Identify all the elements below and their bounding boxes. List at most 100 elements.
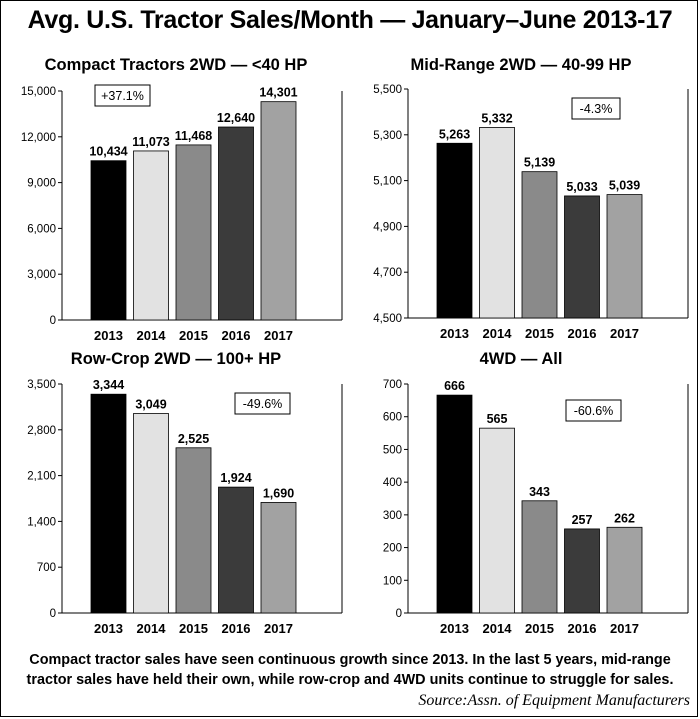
x-tick-label: 2017 — [264, 621, 293, 636]
figure-caption: Compact tractor sales have seen continuo… — [26, 652, 674, 688]
data-label: 5,033 — [566, 180, 597, 194]
y-tick-label: 2,800 — [27, 425, 56, 437]
y-tick-label: 5,300 — [373, 130, 402, 142]
y-tick-label: 0 — [50, 608, 56, 620]
bar — [90, 393, 127, 614]
data-label: 3,049 — [135, 398, 166, 412]
change-annotation-box — [94, 84, 151, 107]
data-label: 5,139 — [524, 156, 555, 170]
data-label: 10,434 — [89, 145, 127, 159]
y-tick-label: 9,000 — [27, 178, 56, 190]
y-tick-label: 5,100 — [373, 176, 402, 188]
data-label: 5,263 — [439, 127, 470, 141]
change-annotation: -49.6% — [243, 397, 283, 411]
change-annotation: +37.1% — [101, 89, 144, 103]
y-tick-label: 4,900 — [373, 221, 402, 233]
bar — [479, 127, 515, 319]
data-label: 2,525 — [178, 432, 209, 446]
bar — [564, 528, 600, 614]
y-tick-label: 600 — [383, 412, 402, 424]
y-tick-label: 400 — [383, 477, 402, 489]
data-label: 1,690 — [263, 486, 294, 500]
x-tick-label: 2013 — [94, 328, 123, 343]
x-tick-label: 2014 — [137, 621, 167, 636]
y-tick-label: 700 — [37, 562, 56, 574]
bar — [175, 447, 212, 614]
y-tick-label: 12,000 — [21, 132, 56, 144]
data-label: 11,468 — [175, 129, 213, 143]
bar — [260, 101, 297, 321]
chart-title: Mid-Range 2WD — 40-99 HP — [411, 56, 632, 74]
y-tick-label: 3,500 — [27, 379, 56, 391]
x-tick-label: 2017 — [264, 328, 293, 343]
x-tick-label: 2015 — [525, 621, 554, 636]
x-tick-label: 2016 — [568, 621, 597, 636]
y-tick-label: 4,700 — [373, 267, 402, 279]
bar — [175, 144, 212, 321]
y-tick-label: 6,000 — [27, 223, 56, 235]
x-tick-label: 2017 — [610, 621, 639, 636]
data-label: 14,301 — [259, 86, 297, 100]
change-annotation-box — [565, 399, 622, 422]
change-annotation-box — [234, 392, 291, 415]
bar — [133, 150, 169, 321]
data-label: 565 — [487, 412, 508, 426]
bar — [606, 194, 643, 319]
x-tick-label: 2015 — [179, 328, 208, 343]
x-tick-label: 2017 — [610, 326, 639, 341]
change-annotation: -4.3% — [580, 102, 613, 116]
data-label: 3,344 — [93, 378, 124, 392]
change-annotation: -60.6% — [574, 404, 614, 418]
y-tick-label: 300 — [383, 510, 402, 522]
y-tick-label: 3,000 — [27, 269, 56, 281]
change-annotation-box — [571, 97, 621, 120]
bar — [436, 142, 473, 319]
bar — [606, 526, 643, 614]
y-tick-label: 0 — [50, 315, 56, 327]
chart-title: Compact Tractors 2WD — <40 HP — [45, 56, 308, 74]
data-label: 262 — [614, 511, 635, 525]
y-tick-label: 5,500 — [373, 84, 402, 96]
chart-title: Row-Crop 2WD — 100+ HP — [71, 350, 281, 368]
data-label: 12,640 — [217, 111, 255, 125]
bar — [260, 502, 297, 614]
x-tick-label: 2013 — [94, 621, 123, 636]
data-label: 5,039 — [609, 179, 640, 193]
data-label: 666 — [444, 379, 465, 393]
bar — [218, 126, 254, 321]
bar — [90, 160, 127, 321]
source-credit: Source:Assn. of Equipment Manufacturers — [418, 692, 690, 709]
x-tick-label: 2013 — [440, 326, 469, 341]
x-tick-label: 2014 — [137, 328, 167, 343]
x-tick-label: 2016 — [222, 621, 251, 636]
y-tick-label: 500 — [383, 444, 402, 456]
bar — [436, 394, 473, 614]
data-label: 343 — [529, 485, 550, 499]
y-tick-label: 4,500 — [373, 313, 402, 325]
chart-title: 4WD — All — [480, 350, 563, 368]
bar — [479, 427, 515, 614]
data-label: 1,924 — [220, 471, 251, 485]
y-tick-label: 15,000 — [21, 86, 56, 98]
x-tick-label: 2016 — [568, 326, 597, 341]
bar — [218, 486, 254, 614]
x-tick-label: 2015 — [525, 326, 554, 341]
y-tick-label: 700 — [383, 379, 402, 391]
y-tick-label: 1,400 — [27, 516, 56, 528]
data-label: 257 — [572, 513, 593, 527]
y-tick-label: 100 — [383, 575, 402, 587]
bar — [521, 500, 558, 614]
y-tick-label: 200 — [383, 543, 402, 555]
x-tick-label: 2014 — [483, 326, 513, 341]
figure-title: Avg. U.S. Tractor Sales/Month — January–… — [27, 6, 673, 34]
x-tick-label: 2014 — [483, 621, 513, 636]
bar — [521, 171, 558, 319]
y-tick-label: 2,100 — [27, 471, 56, 483]
bar — [133, 413, 169, 614]
x-tick-label: 2013 — [440, 621, 469, 636]
y-tick-label: 0 — [396, 608, 402, 620]
x-tick-label: 2016 — [222, 328, 251, 343]
bar — [564, 195, 600, 319]
data-label: 11,073 — [132, 135, 170, 149]
